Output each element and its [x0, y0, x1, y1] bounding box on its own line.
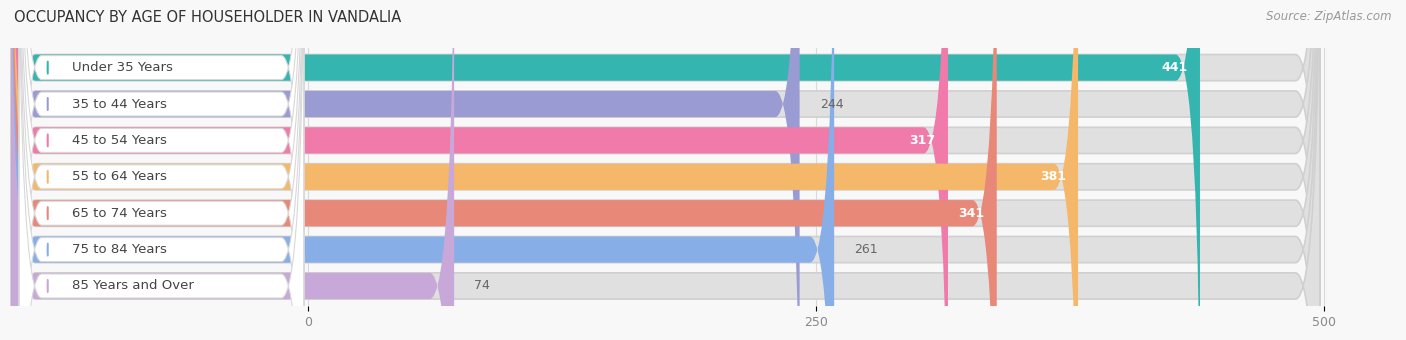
FancyBboxPatch shape [20, 0, 304, 340]
FancyBboxPatch shape [20, 0, 304, 340]
Text: 244: 244 [820, 98, 844, 111]
Text: Under 35 Years: Under 35 Years [72, 61, 173, 74]
FancyBboxPatch shape [11, 0, 997, 340]
FancyBboxPatch shape [11, 0, 1199, 340]
FancyBboxPatch shape [11, 0, 454, 340]
FancyBboxPatch shape [11, 0, 1320, 340]
FancyBboxPatch shape [11, 0, 948, 340]
Text: 45 to 54 Years: 45 to 54 Years [72, 134, 167, 147]
Text: 85 Years and Over: 85 Years and Over [72, 279, 194, 292]
Text: 55 to 64 Years: 55 to 64 Years [72, 170, 167, 183]
Text: 317: 317 [910, 134, 936, 147]
FancyBboxPatch shape [11, 0, 1320, 340]
Text: OCCUPANCY BY AGE OF HOUSEHOLDER IN VANDALIA: OCCUPANCY BY AGE OF HOUSEHOLDER IN VANDA… [14, 10, 401, 25]
FancyBboxPatch shape [11, 0, 1320, 340]
FancyBboxPatch shape [11, 0, 834, 340]
FancyBboxPatch shape [11, 0, 1320, 340]
FancyBboxPatch shape [11, 0, 1320, 340]
FancyBboxPatch shape [11, 0, 1320, 340]
Text: 441: 441 [1161, 61, 1188, 74]
FancyBboxPatch shape [20, 0, 304, 340]
FancyBboxPatch shape [20, 0, 304, 340]
Text: 261: 261 [855, 243, 879, 256]
FancyBboxPatch shape [20, 0, 304, 340]
Text: 75 to 84 Years: 75 to 84 Years [72, 243, 167, 256]
Text: 35 to 44 Years: 35 to 44 Years [72, 98, 167, 111]
FancyBboxPatch shape [11, 0, 1320, 340]
FancyBboxPatch shape [11, 0, 800, 340]
FancyBboxPatch shape [20, 0, 304, 340]
FancyBboxPatch shape [20, 0, 304, 340]
FancyBboxPatch shape [11, 0, 1078, 340]
Text: 65 to 74 Years: 65 to 74 Years [72, 207, 167, 220]
Text: 341: 341 [959, 207, 984, 220]
Text: Source: ZipAtlas.com: Source: ZipAtlas.com [1267, 10, 1392, 23]
Text: 74: 74 [474, 279, 491, 292]
Text: 381: 381 [1040, 170, 1066, 183]
